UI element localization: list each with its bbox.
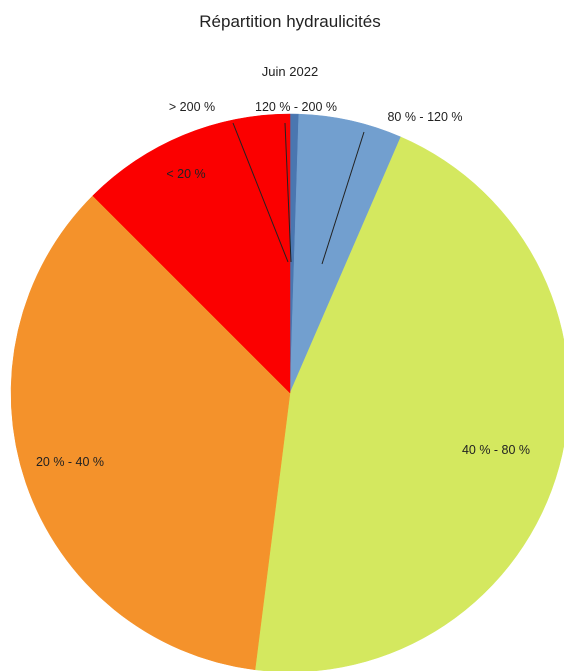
slice-label-gt-200-pct: > 200 % bbox=[169, 100, 215, 114]
chart-title: Répartition hydraulicités bbox=[199, 12, 380, 31]
leader-line-120-pct-200-pct bbox=[284, 122, 292, 263]
labels-layer: > 200 % 120 % - 200 % 80 % - 120 % 40 % - 8… bbox=[36, 100, 530, 469]
slice-label-40-pct-80-pct: 40 % - 80 % bbox=[462, 443, 530, 457]
leader-line-gt-200-pct bbox=[232, 122, 289, 263]
pie-slice-40-pct-80-pct bbox=[254, 136, 564, 671]
chart-subtitle: Juin 2022 bbox=[262, 64, 318, 79]
slice-label-120-pct-200-pct: 120 % - 200 % bbox=[255, 100, 337, 114]
slice-label-80-pct-120-pct: 80 % - 120 % bbox=[387, 110, 462, 124]
slice-label-20-pct-40-pct: 20 % - 40 % bbox=[36, 455, 104, 469]
leader-lines-layer bbox=[232, 122, 365, 265]
pie-slice-20-pct-40-pct bbox=[10, 195, 291, 671]
pie-slice-lt-20-pct bbox=[92, 113, 291, 394]
slices-layer bbox=[10, 113, 564, 671]
slice-label-lt-20-pct: < 20 % bbox=[166, 167, 205, 181]
leader-line-80-pct-120-pct bbox=[321, 131, 365, 265]
